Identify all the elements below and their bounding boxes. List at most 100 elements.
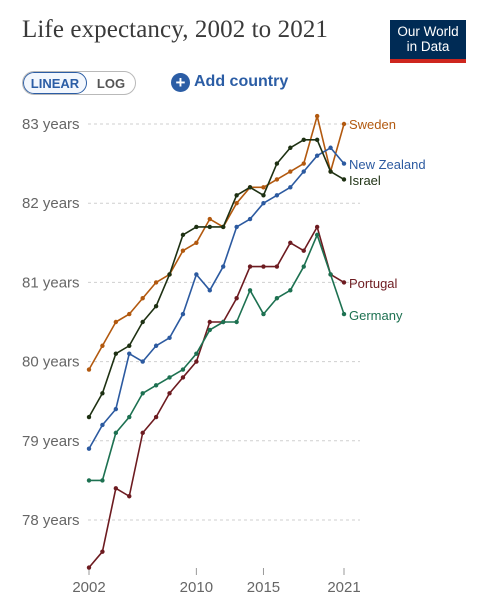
data-point-israel — [194, 224, 199, 230]
chart-title: Life expectancy, 2002 to 2021 — [22, 16, 329, 43]
data-point-israel — [100, 391, 105, 396]
data-point-portugal — [301, 248, 306, 253]
data-point-germany — [274, 296, 280, 301]
data-point-sweden — [113, 319, 119, 325]
data-point-israel — [86, 414, 92, 420]
data-point-portugal — [167, 391, 172, 396]
data-point-germany — [341, 311, 347, 317]
data-point-portugal — [261, 264, 266, 269]
data-point-new-zealand — [247, 216, 253, 222]
data-point-portugal — [314, 224, 320, 230]
data-point-new-zealand — [153, 343, 159, 348]
data-point-new-zealand — [167, 335, 172, 341]
data-point-germany — [247, 288, 253, 293]
log-scale-button[interactable]: LOG — [96, 75, 126, 91]
series-label-germany: Germany — [349, 308, 403, 323]
data-point-israel — [234, 193, 239, 198]
data-point-germany — [328, 272, 333, 277]
data-point-sweden — [234, 201, 239, 206]
series-line-portugal — [88, 226, 345, 569]
data-point-sweden — [100, 343, 105, 348]
series-line-israel — [88, 139, 345, 418]
data-point-germany — [100, 478, 105, 483]
x-tick-label: 2010 — [180, 579, 213, 596]
data-point-new-zealand — [86, 446, 92, 451]
data-point-sweden — [314, 113, 320, 119]
data-point-germany — [221, 319, 226, 325]
y-tick-label: 78 years — [22, 512, 80, 529]
scale-toggle: LINEAR LOG — [22, 71, 136, 95]
data-point-portugal — [288, 240, 293, 245]
x-tick-label: 2021 — [327, 579, 360, 596]
data-point-israel — [341, 177, 347, 182]
data-point-sweden — [274, 177, 280, 182]
data-point-new-zealand — [288, 185, 293, 190]
data-point-israel — [221, 224, 226, 230]
data-point-new-zealand — [274, 193, 280, 198]
data-point-sweden — [301, 161, 306, 166]
data-point-new-zealand — [301, 169, 306, 174]
data-point-germany — [194, 351, 199, 356]
data-point-new-zealand — [328, 145, 333, 150]
data-point-portugal — [180, 375, 186, 380]
data-point-portugal — [100, 549, 105, 554]
data-point-sweden — [153, 280, 159, 285]
series-label-portugal: Portugal — [349, 276, 398, 291]
add-country-button[interactable]: + Add country — [171, 70, 288, 94]
data-point-israel — [153, 303, 159, 309]
series-label-sweden: Sweden — [349, 117, 396, 132]
data-point-sweden — [194, 240, 199, 245]
data-point-sweden — [261, 185, 266, 190]
data-point-new-zealand — [207, 288, 212, 293]
data-point-new-zealand — [180, 311, 186, 317]
data-point-israel — [328, 169, 333, 174]
data-point-israel — [113, 351, 119, 356]
series-label-new-zealand: New Zealand — [349, 157, 426, 172]
data-point-portugal — [341, 280, 347, 285]
data-point-new-zealand — [341, 161, 347, 166]
data-point-germany — [234, 319, 239, 325]
data-point-sweden — [140, 296, 145, 301]
data-point-sweden — [341, 121, 347, 127]
data-point-germany — [207, 327, 212, 333]
linear-scale-button[interactable]: LINEAR — [23, 72, 87, 94]
data-point-germany — [140, 391, 145, 396]
data-point-portugal — [127, 494, 132, 499]
data-point-germany — [314, 232, 320, 238]
data-point-new-zealand — [314, 153, 320, 158]
data-point-germany — [153, 383, 159, 388]
data-point-israel — [207, 224, 212, 230]
data-point-germany — [127, 414, 132, 420]
data-point-germany — [180, 367, 186, 372]
data-point-new-zealand — [127, 351, 132, 356]
data-point-portugal — [234, 296, 239, 301]
data-point-israel — [301, 137, 306, 143]
y-tick-label: 81 years — [22, 274, 80, 291]
data-point-new-zealand — [100, 422, 105, 428]
logo-line-1: Our World — [397, 24, 459, 39]
data-point-portugal — [153, 414, 159, 420]
y-tick-label: 79 years — [22, 433, 80, 450]
series-label-israel: Israel — [349, 173, 381, 188]
data-point-israel — [261, 193, 266, 198]
data-point-germany — [167, 375, 172, 380]
y-tick-label: 83 years — [22, 116, 80, 133]
data-point-germany — [86, 478, 92, 483]
data-point-sweden — [180, 248, 186, 253]
data-point-germany — [301, 264, 306, 269]
data-point-sweden — [288, 169, 293, 174]
data-point-portugal — [207, 319, 212, 325]
data-point-israel — [247, 185, 253, 190]
y-tick-label: 82 years — [22, 195, 80, 212]
data-point-new-zealand — [194, 272, 199, 277]
data-point-sweden — [127, 311, 132, 317]
data-point-portugal — [140, 430, 145, 436]
data-point-israel — [140, 319, 145, 325]
owid-logo[interactable]: Our World in Data — [390, 20, 466, 63]
data-point-sweden — [207, 216, 212, 222]
data-point-israel — [167, 272, 172, 277]
series-line-germany — [89, 234, 345, 482]
x-tick-label: 2015 — [247, 579, 280, 596]
data-point-israel — [274, 161, 280, 166]
